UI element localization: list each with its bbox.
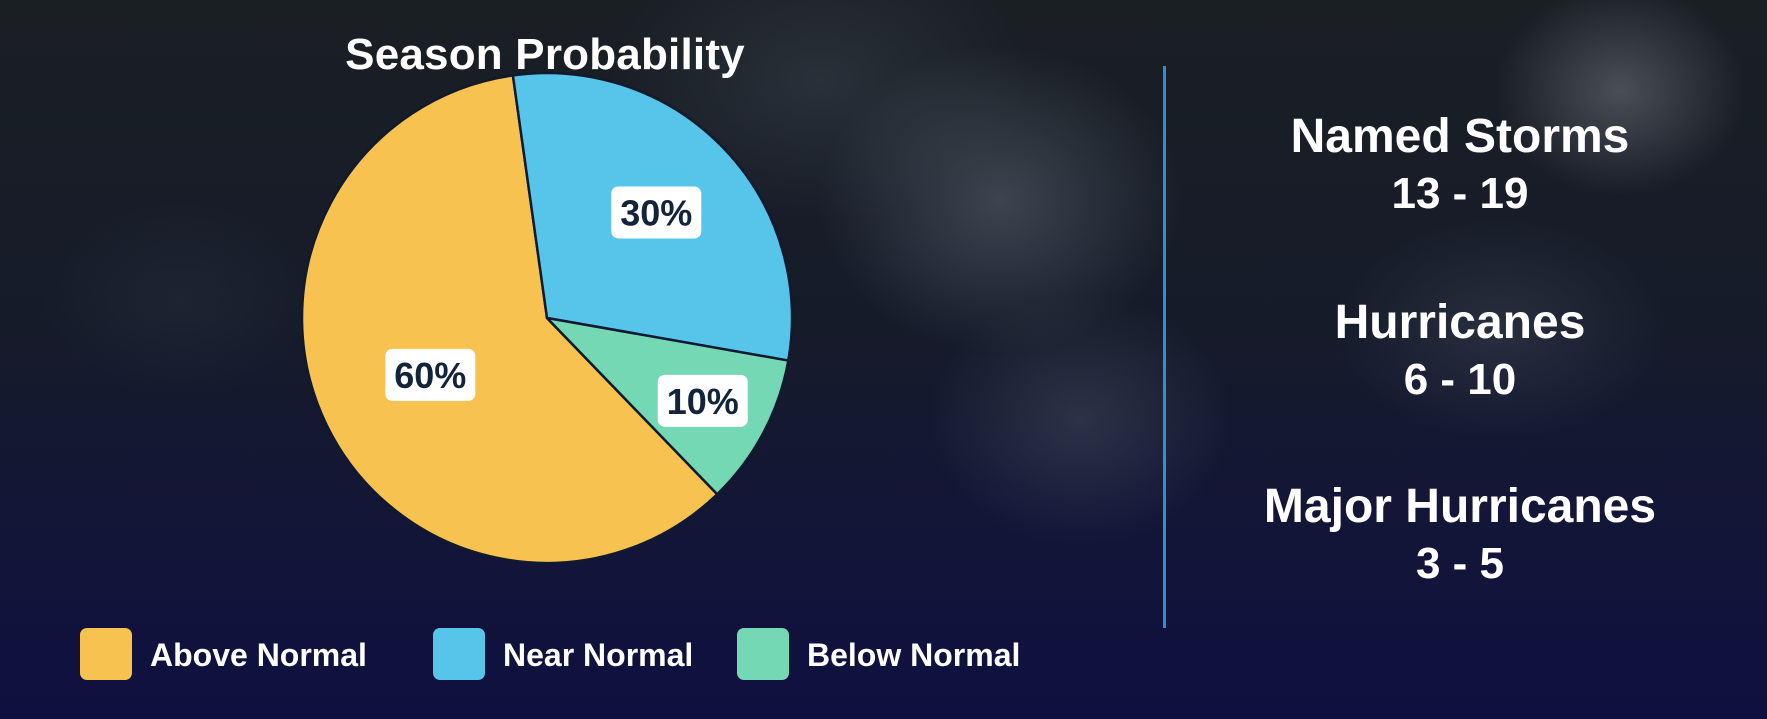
pie-slice-above-normal [300,74,719,565]
stat-value-major-hurricanes: 3 - 5 [1415,539,1505,588]
stat-value-named-storms: 13 - 19 [1391,169,1529,218]
legend-label-below-normal: Below Normal [807,637,1021,673]
pie-value-labels: 60% 30% 10% [385,186,748,427]
legend-label-above-normal: Above Normal [150,637,367,673]
stat-label-hurricanes: Hurricanes [1334,296,1586,349]
pie-slices [300,71,794,565]
pie-value-label-near-normal: 30% [611,186,702,239]
stat-value-hurricanes: 6 - 10 [1403,355,1517,404]
pie-value-label-box [657,374,748,427]
legend-swatch-below-normal [737,628,789,680]
pie-value-label-text: 60% [394,355,466,396]
pie-value-label-box [611,186,702,239]
stat-hurricanes: Hurricanes 6 - 10 [1200,294,1720,408]
legend-swatch-above-normal [80,628,132,680]
pie-value-label-text: 30% [620,192,692,233]
stat-label-major-hurricanes: Major Hurricanes [1263,480,1657,533]
legend-swatch-near-normal [433,628,485,680]
chart-title: Season Probability [345,30,745,79]
pie-value-label-above-normal: 60% [385,348,476,401]
stat-label-named-storms: Named Storms [1290,110,1630,163]
pie-value-label-text: 10% [667,381,739,422]
legend-label-near-normal: Near Normal [503,637,694,673]
vertical-divider [1163,66,1166,628]
pie-value-label-box [385,348,476,401]
stat-named-storms: Named Storms 13 - 19 [1200,108,1720,222]
stat-major-hurricanes: Major Hurricanes 3 - 5 [1200,478,1720,592]
pie-value-label-below-normal: 10% [657,374,748,427]
